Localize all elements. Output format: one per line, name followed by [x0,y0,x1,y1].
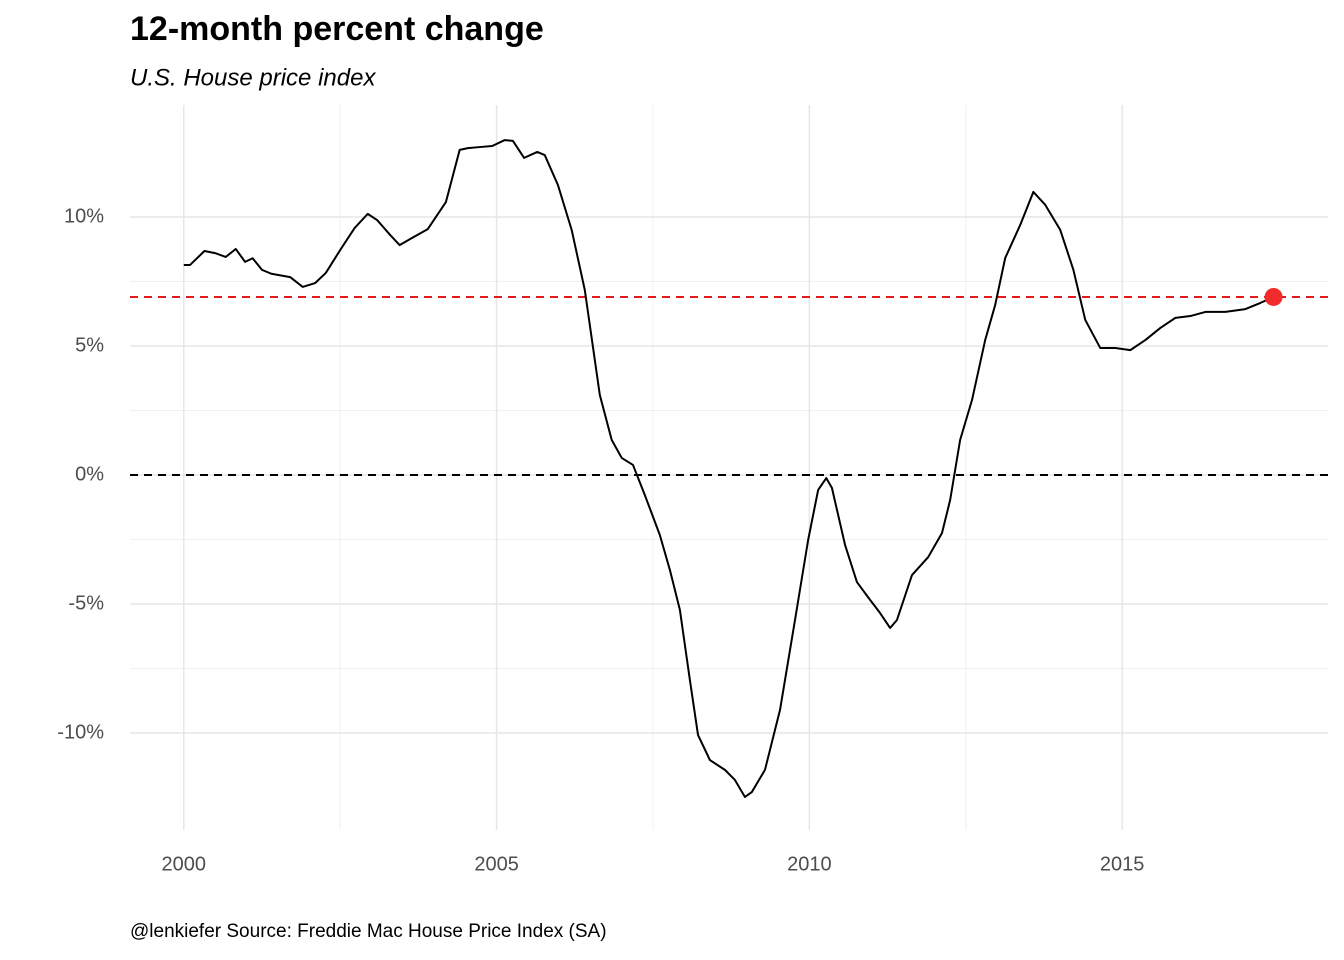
caption: @lenkiefer Source: Freddie Mac House Pri… [130,921,607,942]
y-tick-label: 0% [75,463,104,485]
x-tick-label: 2015 [1100,853,1145,875]
y-tick-label: 10% [64,205,104,227]
y-tick-label: 5% [75,334,104,356]
x-tick-label: 2005 [474,853,519,875]
x-tick-label: 2010 [787,853,832,875]
highlight-point [1264,287,1283,306]
y-tick-label: -5% [68,592,104,614]
line [183,139,1274,798]
chart-title: 12-month percent change [130,10,544,48]
y-tick-label: -10% [57,721,104,743]
x-tick-label: 2000 [162,853,207,875]
chart-subtitle: U.S. House price index [130,64,376,91]
